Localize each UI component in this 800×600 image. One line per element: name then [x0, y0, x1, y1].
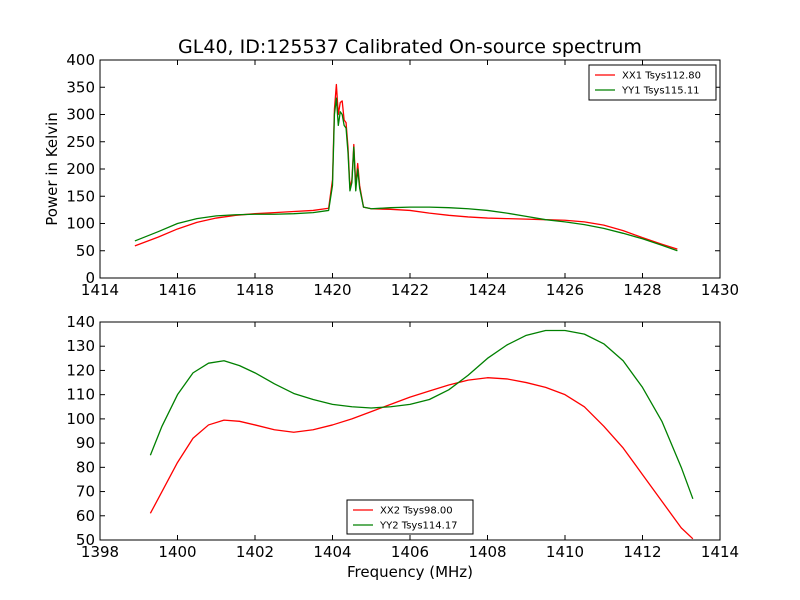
y-tick-label: 100	[66, 215, 95, 233]
legend-entry-1: XX1 Tsys112.80	[622, 71, 701, 82]
top-plot: 1414 1416 1418 1420 1422 1424 1426 1428 1430 0 50 1…	[66, 51, 739, 299]
y-tick-label: 140	[66, 313, 95, 331]
y-tick-label: 110	[66, 386, 95, 404]
x-tick-label: 1402	[236, 543, 274, 561]
x-tick-label: 1430	[701, 281, 739, 299]
x-tick-label: 1408	[468, 543, 506, 561]
x-tick-label: 1406	[391, 543, 429, 561]
series-line-2	[134, 97, 678, 252]
y-tick-label: 150	[66, 187, 95, 205]
y-tick-label: 300	[66, 106, 95, 124]
x-tick-label: 1428	[623, 281, 661, 299]
series-line-2	[149, 329, 694, 500]
y-tick-label: 120	[66, 361, 95, 379]
y-tick-label: 60	[76, 507, 95, 525]
x-tick-label: 1420	[313, 281, 351, 299]
x-tick-label: 1422	[391, 281, 429, 299]
x-tick-label: 1412	[623, 543, 661, 561]
legend-entry-1: XX2 Tsys98.00	[380, 506, 453, 517]
y-tick-label: 50	[76, 531, 95, 549]
x-tick-label: 1410	[546, 543, 584, 561]
y-tick-label: 130	[66, 337, 95, 355]
x-tick-label: 1418	[236, 281, 274, 299]
y-tick-label: 90	[76, 434, 95, 452]
x-tick-label: 1404	[313, 543, 351, 561]
x-tick-label: 1416	[158, 281, 196, 299]
legend-box	[588, 64, 717, 101]
legend-entry-2: YY2 Tsys114.17	[379, 521, 458, 532]
chart-title: GL40, ID:125537 Calibrated On-source spe…	[178, 36, 642, 58]
y-tick-label: 70	[76, 483, 95, 501]
y-tick-label: 200	[66, 160, 95, 178]
y-tick-label: 400	[66, 51, 95, 69]
y-tick-label: 50	[76, 242, 95, 260]
y-tick-label: 250	[66, 133, 95, 151]
legend: XX2 Tsys98.00 YY2 Tsys114.17	[346, 499, 474, 535]
x-axis-label-bottom: Frequency (MHz)	[347, 563, 473, 581]
legend-box	[346, 499, 474, 535]
legend: XX1 Tsys112.80 YY1 Tsys115.11	[588, 64, 717, 101]
y-tick-label: 0	[85, 269, 95, 287]
y-tick-label: 100	[66, 410, 95, 428]
legend-entry-2: YY1 Tsys115.11	[621, 86, 700, 97]
x-tick-label: 1400	[158, 543, 196, 561]
y-tick-label: 350	[66, 78, 95, 96]
x-tick-label: 1424	[468, 281, 506, 299]
x-tick-label: 1414	[701, 543, 739, 561]
y-tick-label: 80	[76, 458, 95, 476]
y-axis-label-top: Power in Kelvin	[43, 112, 61, 226]
x-tick-label: 1398	[81, 543, 119, 561]
series-line-1	[149, 377, 694, 540]
x-tick-label: 1426	[546, 281, 584, 299]
bottom-plot: 1398 1400 1402 1404 1406 1408 1410 1412 1414 50 60…	[66, 313, 739, 561]
x-tick-label: 1414	[81, 281, 119, 299]
